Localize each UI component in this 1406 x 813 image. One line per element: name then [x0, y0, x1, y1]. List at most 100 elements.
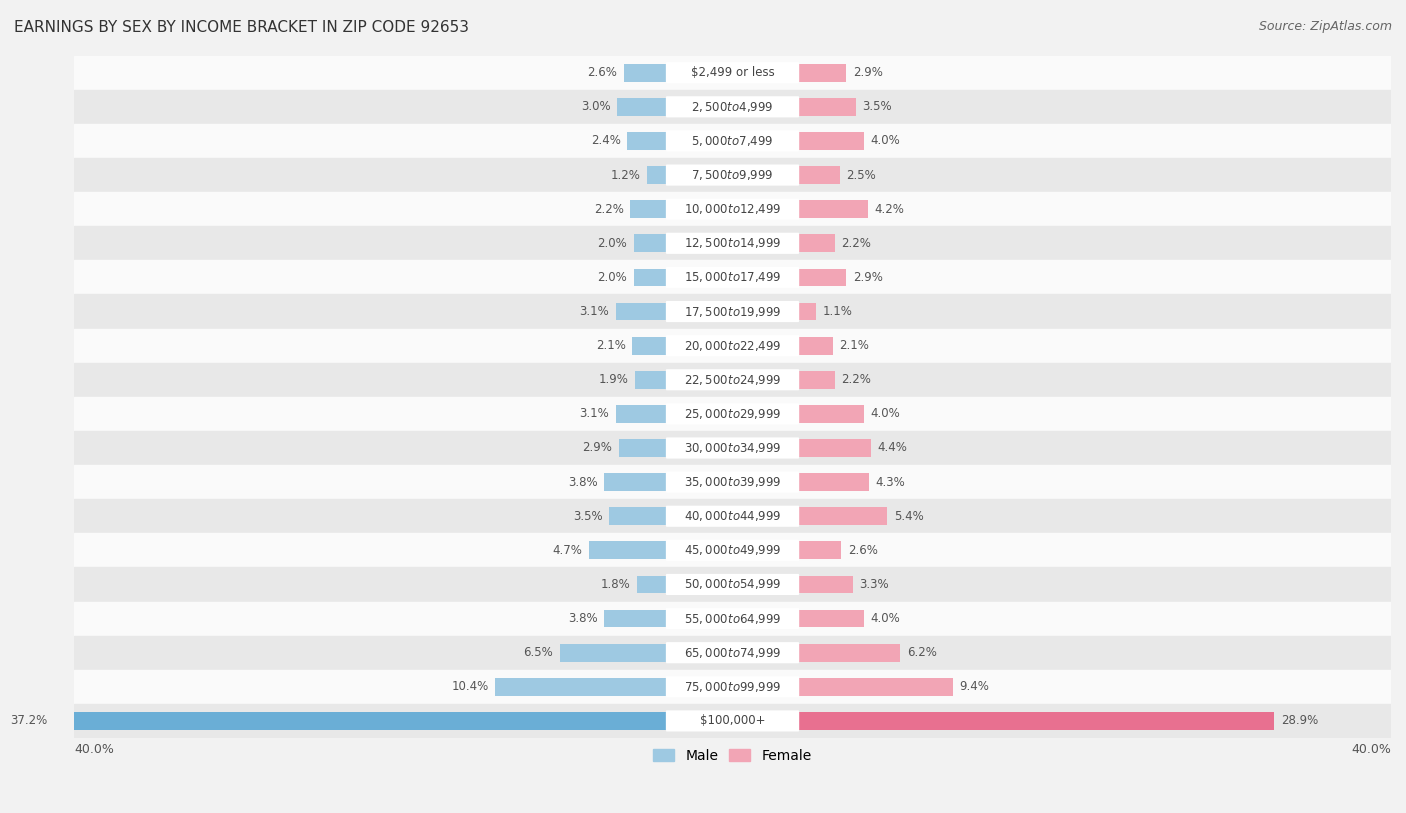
Bar: [799, 132, 865, 150]
Bar: [647, 166, 666, 184]
Bar: [75, 363, 1391, 397]
Bar: [630, 200, 666, 218]
Bar: [75, 328, 1391, 363]
Text: 3.3%: 3.3%: [859, 578, 889, 591]
Text: $15,000 to $17,499: $15,000 to $17,499: [683, 271, 782, 285]
Bar: [799, 302, 817, 320]
Text: $2,500 to $4,999: $2,500 to $4,999: [692, 100, 773, 114]
FancyBboxPatch shape: [666, 437, 799, 459]
Text: 2.1%: 2.1%: [839, 339, 869, 352]
Text: 4.0%: 4.0%: [870, 612, 901, 625]
Bar: [75, 499, 1391, 533]
Text: 3.1%: 3.1%: [579, 407, 609, 420]
Text: 2.0%: 2.0%: [598, 237, 627, 250]
Text: 2.2%: 2.2%: [841, 237, 872, 250]
Text: 3.1%: 3.1%: [579, 305, 609, 318]
Text: 2.6%: 2.6%: [848, 544, 877, 557]
Bar: [799, 473, 869, 491]
Bar: [75, 260, 1391, 294]
Text: 2.1%: 2.1%: [596, 339, 626, 352]
Text: 2.2%: 2.2%: [841, 373, 872, 386]
Bar: [560, 644, 666, 662]
Bar: [637, 576, 666, 593]
Text: $30,000 to $34,999: $30,000 to $34,999: [683, 441, 782, 455]
Text: 4.4%: 4.4%: [877, 441, 907, 454]
Bar: [75, 704, 1391, 738]
Bar: [55, 712, 666, 730]
Bar: [799, 576, 852, 593]
Text: $10,000 to $12,499: $10,000 to $12,499: [683, 202, 782, 216]
Bar: [799, 507, 887, 525]
Bar: [75, 431, 1391, 465]
Text: 1.1%: 1.1%: [823, 305, 853, 318]
Bar: [627, 132, 666, 150]
FancyBboxPatch shape: [666, 62, 799, 83]
Bar: [799, 337, 832, 354]
Text: $35,000 to $39,999: $35,000 to $39,999: [683, 475, 782, 489]
Text: 4.0%: 4.0%: [870, 134, 901, 147]
Text: 3.5%: 3.5%: [862, 100, 893, 113]
Bar: [616, 405, 666, 423]
Text: $7,500 to $9,999: $7,500 to $9,999: [692, 168, 773, 182]
FancyBboxPatch shape: [666, 301, 799, 322]
Text: 2.4%: 2.4%: [591, 134, 620, 147]
Bar: [75, 89, 1391, 124]
Bar: [799, 268, 846, 286]
Bar: [75, 55, 1391, 89]
Text: 2.9%: 2.9%: [582, 441, 613, 454]
Bar: [799, 405, 865, 423]
Bar: [609, 507, 666, 525]
Text: 9.4%: 9.4%: [960, 680, 990, 693]
FancyBboxPatch shape: [666, 335, 799, 356]
FancyBboxPatch shape: [666, 130, 799, 151]
Bar: [75, 636, 1391, 670]
Text: 1.2%: 1.2%: [610, 168, 640, 181]
Text: $22,500 to $24,999: $22,500 to $24,999: [683, 373, 782, 387]
Bar: [75, 124, 1391, 158]
Bar: [799, 678, 953, 696]
Bar: [75, 192, 1391, 226]
Bar: [75, 567, 1391, 602]
Bar: [799, 712, 1274, 730]
Bar: [636, 371, 666, 389]
Bar: [605, 610, 666, 628]
Bar: [75, 294, 1391, 328]
FancyBboxPatch shape: [666, 233, 799, 254]
Text: 2.9%: 2.9%: [852, 271, 883, 284]
FancyBboxPatch shape: [666, 676, 799, 698]
Text: EARNINGS BY SEX BY INCOME BRACKET IN ZIP CODE 92653: EARNINGS BY SEX BY INCOME BRACKET IN ZIP…: [14, 20, 470, 35]
Text: 10.4%: 10.4%: [451, 680, 489, 693]
Bar: [799, 644, 900, 662]
FancyBboxPatch shape: [666, 711, 799, 732]
Legend: Male, Female: Male, Female: [648, 743, 817, 768]
Text: $75,000 to $99,999: $75,000 to $99,999: [683, 680, 782, 693]
FancyBboxPatch shape: [666, 198, 799, 220]
Text: 4.2%: 4.2%: [875, 202, 904, 215]
Text: $2,499 or less: $2,499 or less: [690, 66, 775, 79]
Text: 5.4%: 5.4%: [894, 510, 924, 523]
Text: 2.2%: 2.2%: [593, 202, 624, 215]
Bar: [799, 98, 856, 115]
FancyBboxPatch shape: [666, 164, 799, 185]
Bar: [799, 541, 841, 559]
Text: 40.0%: 40.0%: [75, 743, 114, 756]
Text: 37.2%: 37.2%: [10, 715, 48, 728]
Text: $65,000 to $74,999: $65,000 to $74,999: [683, 646, 782, 659]
Text: $45,000 to $49,999: $45,000 to $49,999: [683, 543, 782, 558]
Bar: [75, 226, 1391, 260]
Text: $40,000 to $44,999: $40,000 to $44,999: [683, 509, 782, 524]
Bar: [75, 533, 1391, 567]
FancyBboxPatch shape: [666, 267, 799, 288]
FancyBboxPatch shape: [666, 403, 799, 424]
Text: $55,000 to $64,999: $55,000 to $64,999: [683, 611, 782, 625]
Text: $100,000+: $100,000+: [700, 715, 765, 728]
Text: 2.6%: 2.6%: [588, 66, 617, 79]
Text: 1.9%: 1.9%: [599, 373, 628, 386]
Text: $5,000 to $7,499: $5,000 to $7,499: [692, 134, 773, 148]
Text: 3.0%: 3.0%: [581, 100, 610, 113]
Text: 1.8%: 1.8%: [600, 578, 630, 591]
Text: Source: ZipAtlas.com: Source: ZipAtlas.com: [1258, 20, 1392, 33]
Bar: [75, 670, 1391, 704]
FancyBboxPatch shape: [666, 96, 799, 117]
Text: $25,000 to $29,999: $25,000 to $29,999: [683, 406, 782, 421]
